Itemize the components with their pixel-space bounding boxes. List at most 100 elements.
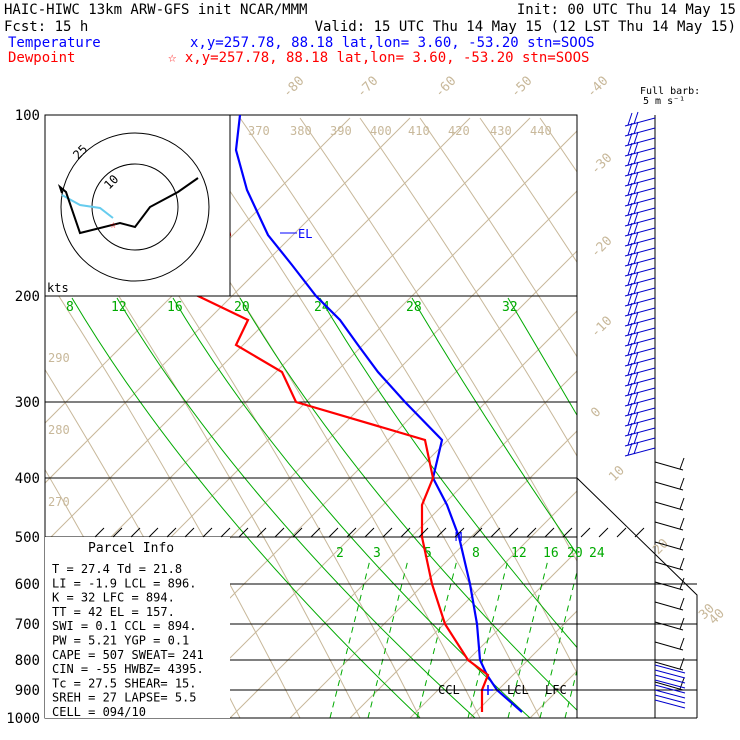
- moist-adiabat-label: 8: [66, 300, 74, 315]
- dewpoint-profile: [196, 114, 490, 712]
- lfc-label: LFC: [545, 683, 567, 697]
- mixing-ratio-line: [329, 559, 371, 718]
- header-init: Init: 00 UTC Thu 14 May 15: [517, 2, 736, 18]
- wind-barb: [624, 111, 656, 127]
- dry-adiabat-label: 430: [490, 124, 512, 138]
- wind-barb: [654, 679, 686, 689]
- wind-barb: [624, 191, 656, 207]
- moist-adiabat-label: 24: [314, 300, 330, 315]
- moist-adiabat-line: [507, 297, 577, 417]
- isotherm-label: -70: [354, 74, 381, 101]
- wind-barb: [624, 121, 656, 137]
- wind-barb: [624, 391, 656, 407]
- isotherm-line: [45, 117, 351, 424]
- wind-barb: [654, 477, 685, 491]
- wind-barb: [624, 161, 656, 177]
- dry-adiabat-label: 280: [48, 423, 70, 437]
- parcel-info-row: CAPE = 507 SWEAT= 241: [52, 648, 204, 662]
- wind-barb: [654, 699, 686, 709]
- isotherm-label: 0: [588, 405, 604, 421]
- mixing-ratio-label: 24: [589, 546, 605, 561]
- dry-adiabat-label: 370: [248, 124, 270, 138]
- isotherm-line: [289, 430, 577, 718]
- mixing-ratio-label: 20: [567, 546, 583, 561]
- hodograph-units: kts: [47, 281, 69, 295]
- wind-barb: [624, 411, 656, 427]
- wind-barb: [654, 577, 685, 591]
- wind-barb: [654, 457, 685, 471]
- isotherm-label: -60: [432, 74, 459, 101]
- dry-adiabat-label: 270: [48, 495, 70, 509]
- pressure-label-700: 700: [15, 617, 40, 633]
- lcl-label: LCL: [507, 683, 529, 697]
- mixing-ratio-label: 12: [511, 546, 527, 561]
- wind-barb: [624, 291, 656, 307]
- legend-dewpoint-info: ☆ x,y=257.78, 88.18 lat,lon= 3.60, -53.2…: [168, 50, 589, 66]
- moist-adiabats: [71, 297, 577, 718]
- wind-barb: [654, 674, 686, 684]
- wind-barb: [654, 657, 685, 671]
- parcel-info-row: Tc = 27.5 SHEAR= 15.: [52, 676, 197, 690]
- wind-barb: [624, 431, 656, 447]
- moist-adiabat-line: [411, 297, 577, 556]
- mixing-ratio-line: [467, 559, 509, 718]
- temperature-profile: [234, 114, 523, 713]
- parcel-info-row: TT = 42 EL = 157.: [52, 605, 175, 619]
- legend-temperature-info: x,y=257.78, 88.18 lat,lon= 3.60, -53.20 …: [190, 35, 595, 51]
- wind-barb: [624, 331, 656, 347]
- wind-barb: [654, 597, 685, 611]
- dry-adiabat-label: 410: [408, 124, 430, 138]
- wind-barb: [654, 689, 686, 699]
- ccl-label: CCL: [438, 683, 460, 697]
- wind-barb: [624, 211, 656, 227]
- lcl-star: [483, 685, 493, 695]
- wind-barb: [624, 371, 656, 387]
- hodograph-trace-cyan: [61, 194, 114, 219]
- wind-barb: [624, 381, 656, 397]
- mixing-ratio-line: [539, 569, 577, 718]
- isotherm-line: [45, 117, 411, 484]
- parcel-info-row: CIN = -55 HWBZ= 4395.: [52, 662, 204, 676]
- mixing-ratio-label: 5: [424, 546, 432, 561]
- pressure-label-800: 800: [15, 653, 40, 669]
- moist-adiabat-label: 20: [234, 300, 250, 315]
- header-valid: Valid: 15 UTC Thu 14 May 15 (12 LST Thu …: [315, 19, 736, 35]
- parcel-info-row: PW = 5.21 YGP = 0.1: [52, 634, 189, 648]
- isotherm-line: [409, 550, 577, 718]
- wind-barb: [624, 231, 656, 247]
- dry-adiabat-line: [539, 117, 577, 173]
- wind-barb: [654, 537, 685, 551]
- parcel-info-box: Parcel Info T = 27.4 Td = 21.8LI = -1.9 …: [45, 537, 230, 719]
- isotherm-line: [45, 117, 471, 544]
- dry-adiabat-line: [419, 117, 577, 358]
- hodograph-star: ☆: [110, 218, 117, 231]
- wind-barb: [624, 141, 656, 157]
- dry-adiabat-line: [179, 117, 541, 718]
- barb-strip-frame: [576, 115, 698, 718]
- wind-barb: [624, 201, 656, 217]
- parcel-info-row: LI = -1.9 LCL = 896.: [52, 576, 197, 590]
- wind-barb: [624, 221, 656, 237]
- parcel-info-title: Parcel Info: [88, 541, 174, 556]
- isotherm-line: [590, 118, 740, 718]
- mixing-ratios: [329, 559, 577, 718]
- moist-adiabat-line: [319, 297, 577, 649]
- isotherm-line: [169, 310, 577, 718]
- dry-adiabat-label: 400: [370, 124, 392, 138]
- barb-note-1: Full barb:: [640, 86, 700, 97]
- wind-barb: [624, 241, 656, 257]
- header-fcst: Fcst: 15 h: [4, 19, 88, 35]
- isotherm-line: [710, 118, 740, 718]
- wind-barb: [624, 131, 656, 147]
- dry-adiabat-label: 420: [448, 124, 470, 138]
- isotherm-line: [650, 118, 740, 718]
- wind-barb: [624, 181, 656, 197]
- hodograph-ring-outer: [60, 132, 210, 282]
- isotherm-label: -10: [588, 314, 615, 341]
- wind-barb: [624, 401, 656, 417]
- hodograph-frame: [44, 114, 231, 297]
- legend-dewpoint-label: Dewpoint: [8, 50, 75, 66]
- wind-barb: [624, 151, 656, 167]
- mixing-ratio-line: [367, 559, 409, 718]
- wind-barb: [624, 421, 656, 437]
